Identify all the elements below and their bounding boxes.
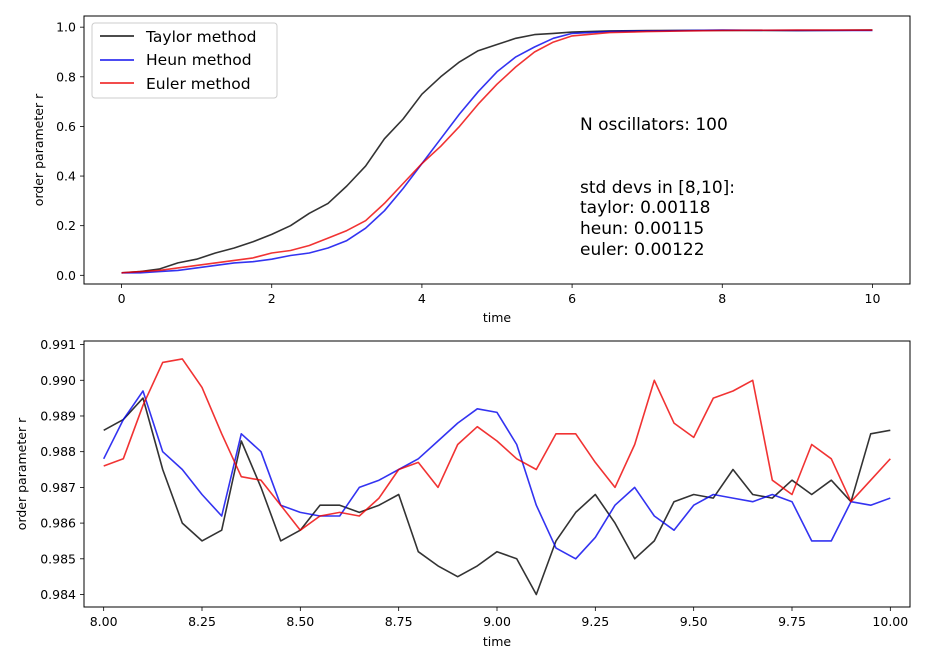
top-series-group (121, 29, 873, 274)
top-y-tick-label: 0.8 (56, 69, 76, 84)
bottom-y-tick-label: 0.984 (40, 587, 76, 602)
annotation-std-taylor: taylor: 0.00118 (580, 198, 710, 218)
bottom-plot-frame (83, 340, 911, 608)
bottom-x-tick-label: 10.00 (872, 614, 908, 629)
top-plot-frame (83, 15, 911, 285)
top-x-tick-label: 6 (568, 291, 576, 306)
bottom-chart-panel: 8.00 8.25 8.50 8.75 9.00 9.25 9.50 9.75 10.00 0.9… (14, 337, 911, 649)
bottom-series-group (102, 358, 891, 596)
bottom-y-tick-label: 0.990 (40, 373, 76, 388)
top-y-axis-label: order parameter r (31, 93, 46, 206)
bottom-x-tick-label: 8.50 (286, 614, 314, 629)
top-series-line-euler (121, 29, 873, 274)
bottom-x-tick-label: 8.00 (90, 614, 118, 629)
bottom-x-axis-label: time (483, 634, 512, 649)
top-y-tick-label: 0.2 (56, 218, 76, 233)
bottom-series-line-taylor (103, 397, 891, 596)
legend: Taylor method Heun method Euler method (91, 22, 278, 99)
bottom-y-tick-label: 0.986 (40, 516, 76, 531)
top-y-tick-label: 0.6 (56, 119, 76, 134)
top-x-axis-label: time (483, 310, 512, 325)
top-y-tick-label: 1.0 (56, 20, 76, 35)
top-series-line-heun (121, 29, 873, 274)
top-x-tick-label: 8 (718, 291, 726, 306)
bottom-y-axis-label: order parameter r (14, 417, 29, 530)
bottom-x-tick-label: 9.25 (581, 614, 609, 629)
top-x-tick-label: 0 (118, 291, 126, 306)
bottom-x-tick-label: 9.00 (483, 614, 511, 629)
annotation-std-euler: euler: 0.00122 (580, 240, 705, 260)
bottom-y-tick-label: 0.987 (40, 480, 76, 495)
annotation-oscillators: N oscillators: 100 (580, 115, 728, 135)
bottom-x-tick-label: 8.25 (188, 614, 216, 629)
legend-label-euler: Euler method (146, 75, 251, 93)
bottom-y-tick-label: 0.985 (40, 551, 76, 566)
bottom-series-line-heun (102, 390, 891, 560)
bottom-y-tick-label: 0.989 (40, 408, 76, 423)
top-x-tick-label: 4 (418, 291, 426, 306)
legend-label-taylor: Taylor method (145, 28, 257, 46)
bottom-x-tick-label: 9.75 (778, 614, 806, 629)
legend-box (91, 22, 278, 99)
bottom-y-tick-label: 0.988 (40, 444, 76, 459)
top-x-tick-label: 2 (268, 291, 276, 306)
bottom-series-line-euler (103, 358, 891, 531)
annotation-std-header: std devs in [8,10]: (580, 178, 735, 198)
top-y-tick-label: 0.0 (56, 268, 76, 283)
top-chart-panel: 0 2 4 6 8 10 0.0 0.2 0.4 0.6 0.8 1.0 time order par… (31, 15, 911, 325)
bottom-x-tick-label: 9.50 (680, 614, 708, 629)
top-axis-ticks: 0 2 4 6 8 10 0.0 0.2 0.4 0.6 0.8 1.0 (56, 20, 880, 306)
bottom-x-tick-label: 8.75 (385, 614, 413, 629)
annotation-std-heun: heun: 0.00115 (580, 219, 704, 239)
bottom-y-tick-label: 0.991 (40, 337, 76, 352)
top-y-tick-label: 0.4 (56, 169, 76, 184)
top-x-tick-label: 10 (865, 291, 881, 306)
legend-label-heun: Heun method (146, 51, 252, 69)
bottom-axis-ticks: 8.00 8.25 8.50 8.75 9.00 9.25 9.50 9.75 10.00 0.9… (40, 337, 908, 629)
